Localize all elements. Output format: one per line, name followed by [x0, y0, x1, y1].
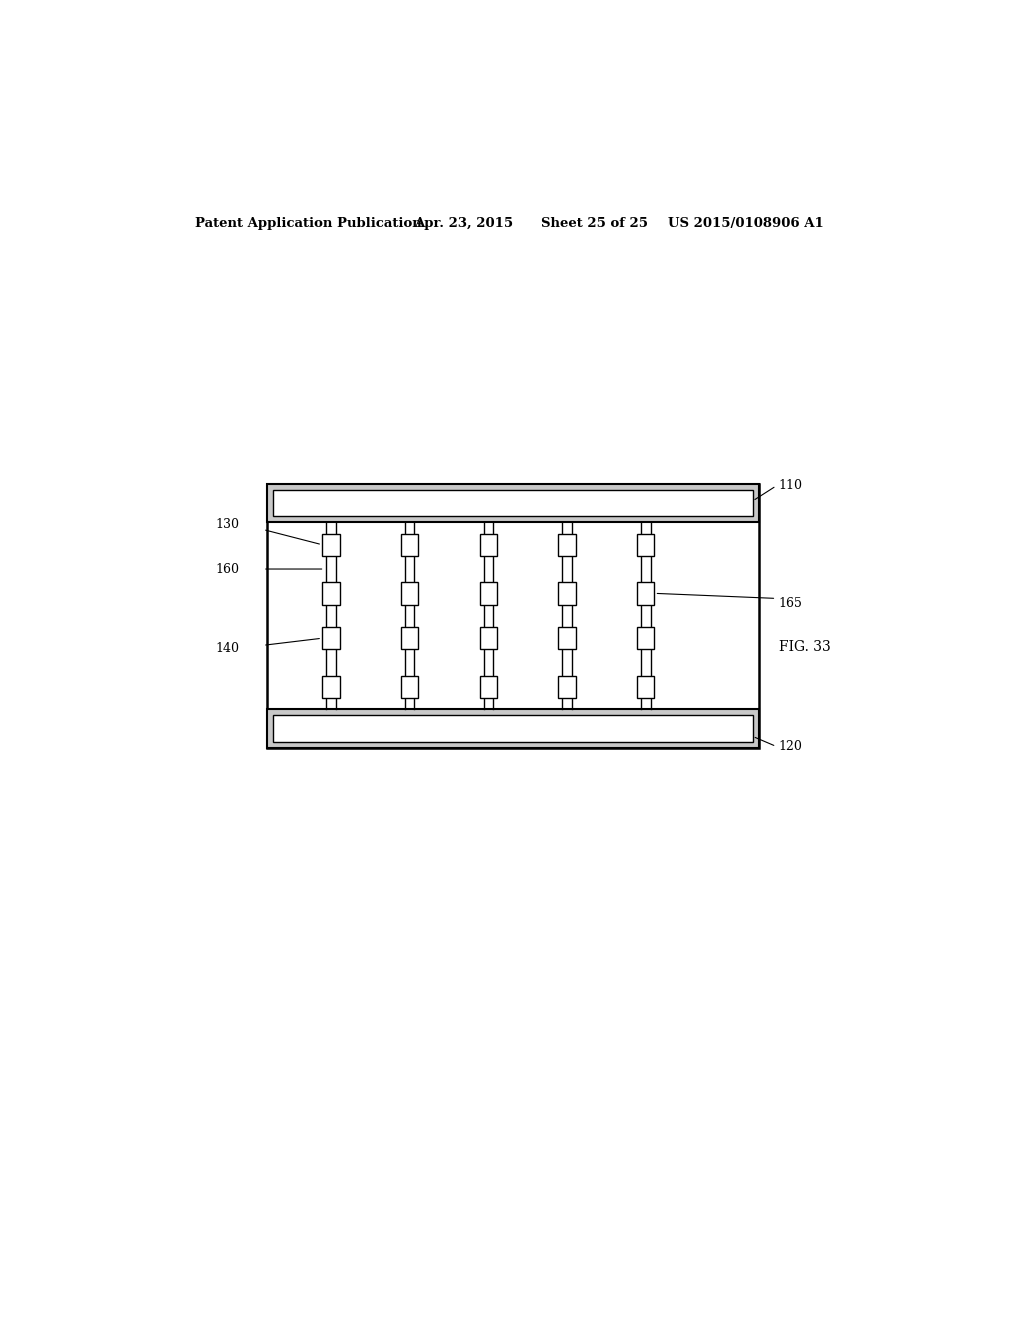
Text: Patent Application Publication: Patent Application Publication — [196, 216, 422, 230]
Bar — [637, 627, 654, 649]
Bar — [558, 582, 575, 605]
Bar — [323, 627, 340, 649]
Text: 130: 130 — [215, 517, 240, 531]
Bar — [637, 676, 654, 698]
Text: 110: 110 — [778, 479, 803, 492]
Bar — [323, 676, 340, 698]
Bar — [479, 676, 497, 698]
Bar — [637, 533, 654, 556]
Bar — [273, 715, 753, 742]
Text: Sheet 25 of 25: Sheet 25 of 25 — [541, 216, 647, 230]
Text: 120: 120 — [778, 741, 803, 752]
Bar — [267, 709, 759, 748]
Bar — [323, 533, 340, 556]
Text: US 2015/0108906 A1: US 2015/0108906 A1 — [668, 216, 823, 230]
Bar — [400, 676, 418, 698]
Bar — [558, 676, 575, 698]
Bar — [637, 582, 654, 605]
Text: Apr. 23, 2015: Apr. 23, 2015 — [414, 216, 513, 230]
Text: FIG. 33: FIG. 33 — [778, 640, 830, 655]
Text: 160: 160 — [215, 562, 240, 576]
Bar — [267, 483, 759, 748]
Bar — [267, 483, 759, 523]
Bar — [558, 533, 575, 556]
Bar — [479, 582, 497, 605]
Bar — [273, 490, 753, 516]
Bar — [323, 582, 340, 605]
Bar — [400, 533, 418, 556]
Text: 140: 140 — [215, 642, 240, 655]
Bar — [479, 533, 497, 556]
Bar — [400, 582, 418, 605]
Bar — [558, 627, 575, 649]
Bar — [400, 627, 418, 649]
Bar — [479, 627, 497, 649]
Text: 165: 165 — [778, 597, 803, 610]
